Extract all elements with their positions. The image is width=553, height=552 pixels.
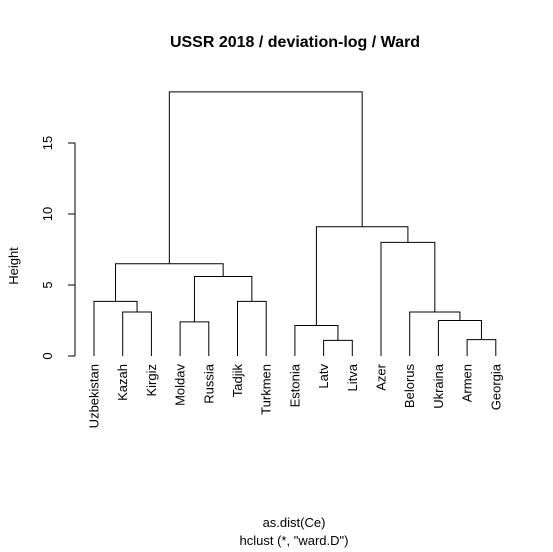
merge-branch-12: [380, 241, 436, 356]
sub-label: hclust (*, "ward.D"): [240, 533, 349, 548]
x-axis-label: as.dist(Ce): [263, 515, 326, 530]
leaf-label-moldav: Moldav: [173, 364, 188, 406]
y-axis-label: Height: [6, 247, 21, 285]
merge-branch-1: [323, 339, 353, 356]
leaf-label-latv: Latv: [316, 364, 331, 389]
dendrogram-branches: [93, 91, 497, 356]
leaf-label-estonia: Estonia: [287, 363, 302, 407]
chart-title: USSR 2018 / deviation-log / Ward: [170, 34, 420, 51]
merge-branch-11: [115, 263, 224, 302]
y-tick-label-5: 5: [40, 281, 55, 288]
leaf-label-uzbekistan: Uzbekistan: [87, 364, 102, 428]
leaf-label-kazah: Kazah: [115, 364, 130, 401]
merge-branch-13: [315, 226, 409, 326]
leaf-label-tadjik: Tadjik: [230, 364, 245, 398]
leaf-label-litva: Litva: [345, 363, 360, 391]
y-tick-label-15: 15: [40, 136, 55, 150]
leaf-label-georgia: Georgia: [488, 363, 503, 410]
leaf-label-azer: Azer: [374, 363, 389, 390]
leaf-labels: Uzbekistan Kazah Kirgiz Moldav Russia Tadjik T…: [87, 363, 504, 428]
merge-branch-7: [409, 311, 461, 356]
merge-branch-3: [179, 321, 210, 356]
leaf-label-armen: Armen: [460, 364, 475, 402]
leaf-label-russia: Russia: [201, 363, 216, 404]
leaf-label-ukraina: Ukraina: [431, 363, 446, 409]
merge-branch-2: [466, 339, 497, 356]
leaf-label-turkmen: Turkmen: [259, 364, 274, 415]
y-axis: 0 5 10 15: [40, 136, 76, 360]
merge-branch-5: [437, 320, 482, 356]
merge-branch-6: [122, 311, 152, 356]
merge-branch-14: [168, 91, 363, 264]
merge-branch-8: [237, 300, 267, 356]
y-tick-label-10: 10: [40, 207, 55, 221]
merge-branch-9: [93, 300, 138, 356]
leaf-label-kirgiz: Kirgiz: [144, 364, 159, 397]
y-tick-label-0: 0: [40, 352, 55, 359]
merge-branch-10: [193, 275, 253, 322]
leaf-label-belorus: Belorus: [402, 364, 417, 409]
